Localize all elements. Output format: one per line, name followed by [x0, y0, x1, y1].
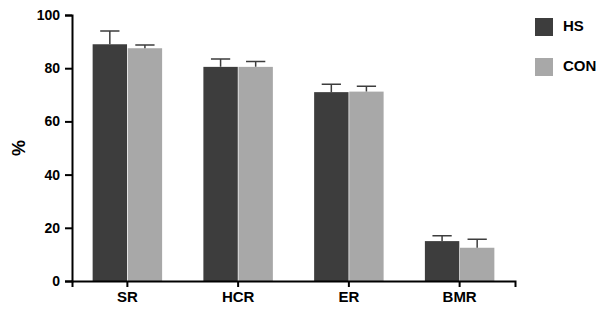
axis-line [65, 16, 73, 282]
legend: HS CON [535, 17, 596, 76]
series [93, 31, 460, 281]
plot-area [93, 31, 495, 281]
bar [203, 67, 237, 281]
bar [460, 248, 494, 281]
legend-item: HS [535, 17, 584, 36]
tick: 0 [52, 273, 72, 289]
legend-swatch [535, 18, 553, 36]
tick: HCR [222, 281, 255, 305]
x-axis: SR HCR ER BMR [73, 281, 516, 305]
tick-label: 60 [44, 113, 60, 129]
tick-mark [65, 121, 72, 123]
chart: 0 20 40 60 80 100 SR HCR ER BMR% HS CON [0, 0, 600, 319]
tick-label: HCR [222, 288, 255, 305]
legend-swatch [535, 58, 553, 76]
tick-mark [65, 68, 72, 70]
tick-mark [65, 227, 72, 229]
error-bar [357, 86, 376, 91]
tick-mark [459, 281, 461, 287]
tick-mark [65, 174, 72, 176]
tick-mark [237, 281, 239, 287]
tick: SR [117, 281, 138, 305]
tick-mark [348, 281, 350, 287]
tick: 20 [44, 220, 72, 236]
tick-mark [126, 281, 128, 287]
tick-label: SR [117, 288, 138, 305]
bar [93, 44, 127, 281]
tick-label: 0 [52, 273, 60, 289]
y-axis-title: % [9, 140, 29, 156]
tick: BMR [443, 281, 477, 305]
tick-label: 80 [44, 60, 60, 76]
legend-label: CON [563, 57, 596, 74]
tick: 80 [44, 60, 72, 76]
error-bar [211, 59, 230, 67]
tick-label: 100 [37, 7, 61, 23]
bar [238, 67, 272, 281]
bar [128, 48, 162, 281]
tick-label: 40 [44, 167, 60, 183]
error-bar [432, 236, 451, 241]
axis-line [73, 282, 516, 288]
error-bar [246, 62, 265, 67]
tick-label: 20 [44, 220, 60, 236]
bar [349, 92, 383, 281]
error-bars [135, 45, 487, 248]
tick: 40 [44, 167, 72, 183]
error-bar [468, 239, 487, 248]
error-bar [322, 84, 341, 92]
bar [314, 92, 348, 281]
bar [425, 241, 459, 281]
error-bar [135, 45, 154, 48]
error-bar [100, 31, 119, 44]
tick-label: BMR [443, 288, 477, 305]
tick-label: ER [338, 288, 359, 305]
legend-item: CON [535, 57, 596, 76]
tick: ER [338, 281, 359, 305]
series [128, 45, 495, 281]
tick: 100 [37, 7, 72, 23]
tick-mark [65, 281, 72, 283]
tick: 60 [44, 113, 72, 129]
legend-label: HS [563, 17, 584, 34]
y-axis: 0 20 40 60 80 100 [37, 7, 73, 289]
tick-mark [65, 15, 72, 17]
